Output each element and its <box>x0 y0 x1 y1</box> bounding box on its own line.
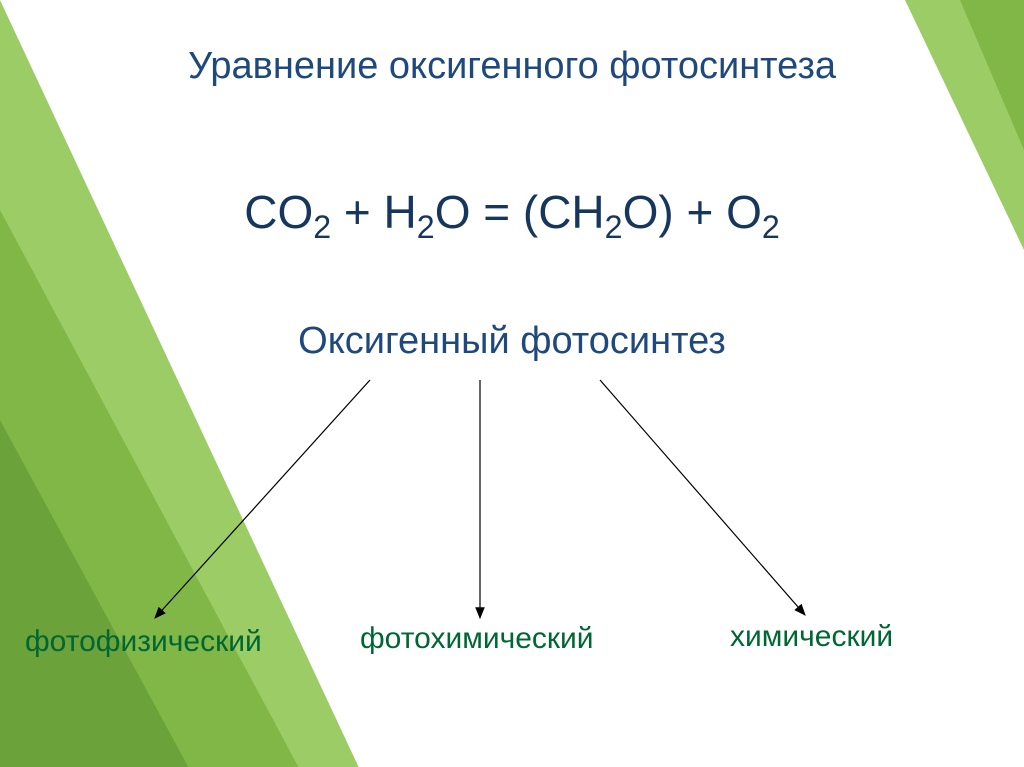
branch-label-chemical: химический <box>730 620 893 654</box>
branch-label-photochemical: фотохимический <box>360 622 594 656</box>
branch-label-photophysical: фотофизический <box>25 625 262 659</box>
